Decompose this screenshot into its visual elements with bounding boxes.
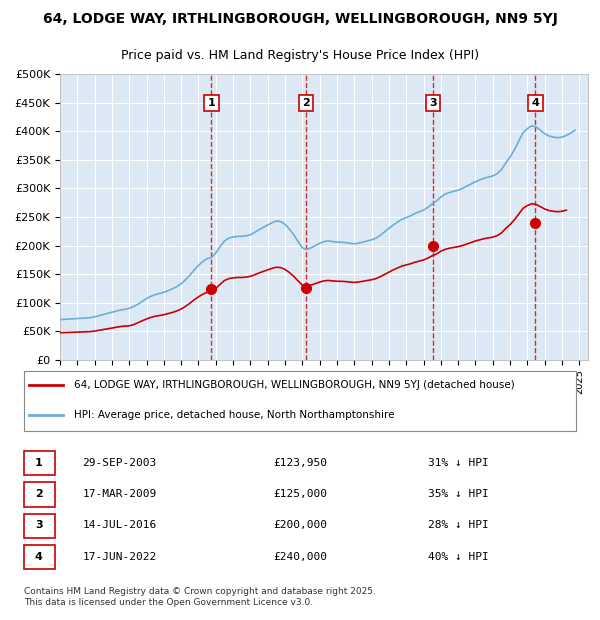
Text: 1: 1 (208, 98, 215, 108)
FancyBboxPatch shape (23, 514, 55, 538)
Text: 31% ↓ HPI: 31% ↓ HPI (428, 458, 488, 467)
Text: 29-SEP-2003: 29-SEP-2003 (82, 458, 157, 467)
Text: Price paid vs. HM Land Registry's House Price Index (HPI): Price paid vs. HM Land Registry's House … (121, 50, 479, 62)
Text: £125,000: £125,000 (273, 489, 327, 499)
Text: 2: 2 (35, 489, 43, 499)
Text: 4: 4 (532, 98, 539, 108)
Text: 17-MAR-2009: 17-MAR-2009 (82, 489, 157, 499)
Text: 28% ↓ HPI: 28% ↓ HPI (428, 520, 488, 530)
Text: 3: 3 (429, 98, 437, 108)
Text: 14-JUL-2016: 14-JUL-2016 (82, 520, 157, 530)
Text: 17-JUN-2022: 17-JUN-2022 (82, 552, 157, 562)
FancyBboxPatch shape (23, 545, 55, 569)
Text: 64, LODGE WAY, IRTHLINGBOROUGH, WELLINGBOROUGH, NN9 5YJ (detached house): 64, LODGE WAY, IRTHLINGBOROUGH, WELLINGB… (74, 380, 515, 390)
Text: Contains HM Land Registry data © Crown copyright and database right 2025.
This d: Contains HM Land Registry data © Crown c… (23, 588, 376, 607)
Text: 3: 3 (35, 520, 43, 530)
Text: £200,000: £200,000 (273, 520, 327, 530)
Text: 2: 2 (302, 98, 310, 108)
Text: 4: 4 (35, 552, 43, 562)
Text: 35% ↓ HPI: 35% ↓ HPI (428, 489, 488, 499)
FancyBboxPatch shape (23, 482, 55, 507)
FancyBboxPatch shape (23, 451, 55, 476)
Text: £123,950: £123,950 (273, 458, 327, 467)
FancyBboxPatch shape (23, 371, 577, 430)
Text: HPI: Average price, detached house, North Northamptonshire: HPI: Average price, detached house, Nort… (74, 410, 395, 420)
Text: 40% ↓ HPI: 40% ↓ HPI (428, 552, 488, 562)
Text: 64, LODGE WAY, IRTHLINGBOROUGH, WELLINGBOROUGH, NN9 5YJ: 64, LODGE WAY, IRTHLINGBOROUGH, WELLINGB… (43, 12, 557, 25)
Text: £240,000: £240,000 (273, 552, 327, 562)
Text: 1: 1 (35, 458, 43, 467)
